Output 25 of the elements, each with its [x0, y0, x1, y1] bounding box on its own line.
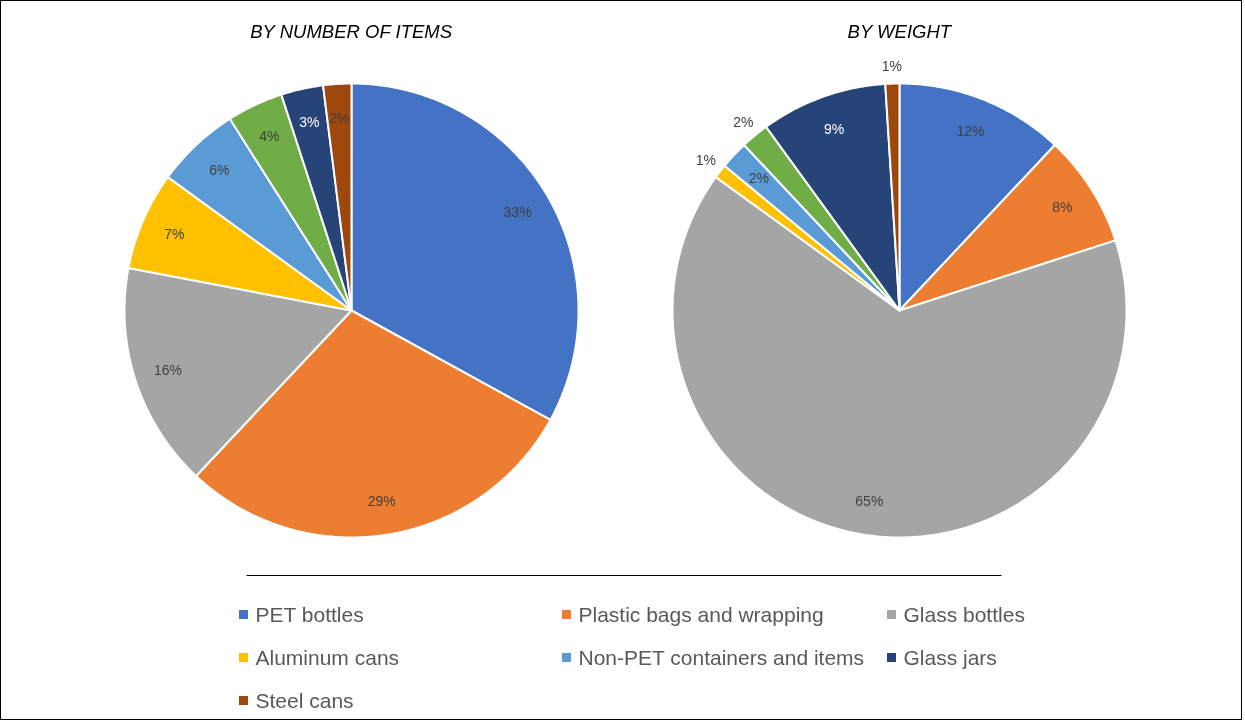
- data-label: 12%: [956, 123, 985, 140]
- data-label: 33%: [503, 204, 532, 221]
- legend-label: Aluminum cans: [255, 646, 400, 669]
- data-label: 9%: [824, 120, 845, 137]
- legend-label: Non-PET containers and items: [578, 646, 865, 669]
- chart-title: BY WEIGHT: [847, 21, 953, 42]
- legend-label: Plastic bags and wrapping: [578, 603, 824, 626]
- legend-label: PET bottles: [255, 603, 364, 626]
- data-label: 1%: [695, 152, 717, 169]
- data-label: 16%: [153, 362, 183, 379]
- data-label: 3%: [299, 114, 320, 131]
- data-label: 8%: [1052, 199, 1073, 216]
- data-label: 2%: [329, 109, 350, 126]
- legend-label: Glass bottles: [903, 603, 1025, 626]
- legend-label: Steel cans: [255, 689, 354, 712]
- data-label: 1%: [881, 57, 902, 74]
- data-label: 7%: [164, 225, 185, 242]
- data-label: 29%: [367, 493, 396, 510]
- data-label: 2%: [733, 113, 754, 130]
- data-label: 6%: [209, 161, 230, 178]
- data-label: 2%: [748, 170, 769, 187]
- data-label: 4%: [259, 127, 280, 144]
- legend-label: Glass jars: [903, 646, 997, 669]
- data-label: 65%: [855, 493, 884, 510]
- chart-title: BY NUMBER OF ITEMS: [250, 21, 453, 42]
